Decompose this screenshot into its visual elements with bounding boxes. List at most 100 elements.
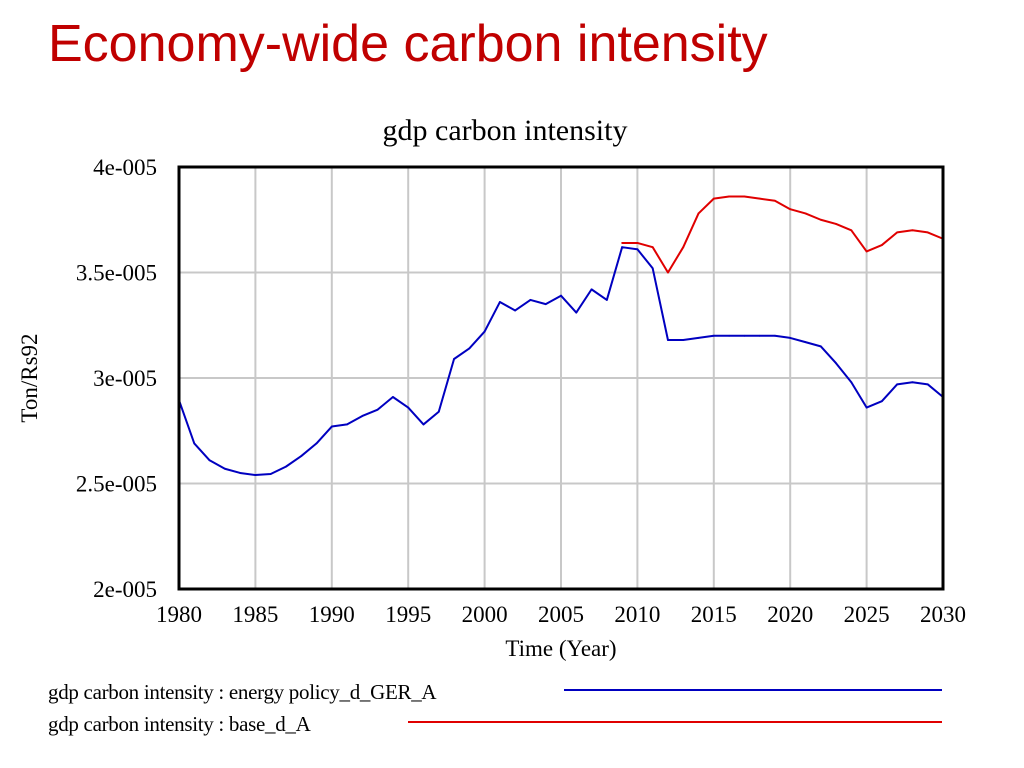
data-point (208, 459, 211, 462)
x-tick-label: 2000 (462, 602, 508, 627)
data-point (926, 231, 929, 234)
legend-label: gdp carbon intensity : base_d_A (48, 711, 311, 736)
x-tick-label: 2025 (844, 602, 890, 627)
series-1 (178, 246, 944, 477)
data-point (636, 242, 639, 244)
data-point (728, 334, 730, 337)
data-point (468, 347, 471, 350)
x-tick-label: 1990 (309, 602, 355, 627)
data-point (621, 242, 624, 244)
y-axis-label: Ton/Rs92 (17, 333, 42, 422)
legend-swatch (564, 689, 942, 691)
data-point (743, 334, 746, 337)
data-point (865, 250, 868, 253)
x-tick-label: 2010 (614, 602, 660, 627)
data-point (223, 467, 226, 470)
data-point (880, 400, 883, 403)
x-tick-label: 1980 (156, 602, 202, 627)
data-point (590, 288, 593, 291)
legend-swatch (408, 721, 942, 723)
data-point (804, 341, 807, 344)
data-point (361, 415, 364, 417)
data-point (285, 465, 287, 468)
data-point (575, 311, 578, 314)
data-point (911, 229, 914, 232)
data-point (835, 362, 837, 365)
data-point (728, 195, 730, 198)
data-point (560, 294, 562, 297)
data-point (880, 244, 883, 246)
data-point (911, 381, 914, 384)
data-point (498, 301, 501, 303)
data-point (392, 396, 394, 398)
data-point (712, 197, 715, 200)
data-point (544, 303, 547, 306)
x-tick-label: 1985 (232, 602, 278, 627)
legend-item: gdp carbon intensity : energy policy_d_G… (48, 679, 437, 705)
x-tick-label: 2005 (538, 602, 584, 627)
data-point (819, 345, 822, 348)
data-point (315, 442, 318, 445)
data-point (437, 410, 440, 413)
data-point (804, 212, 807, 215)
plot-frame (177, 165, 945, 591)
data-point (483, 330, 486, 333)
data-point (896, 383, 899, 386)
axis-ticks: 1980 1985 1990 1995 2000 2005 2010 2015 2020 2025… (76, 155, 966, 627)
grid (179, 167, 943, 589)
x-tick-label: 2020 (767, 602, 813, 627)
data-point (330, 425, 333, 428)
data-point (758, 197, 761, 200)
data-point (651, 267, 654, 270)
legend-item: gdp carbon intensity : base_d_A (48, 711, 311, 737)
data-point (697, 212, 700, 215)
data-point (926, 383, 929, 386)
data-point (254, 474, 257, 476)
x-tick-label: 1995 (385, 602, 431, 627)
data-point (743, 195, 746, 198)
data-point (422, 423, 425, 426)
data-point (636, 248, 639, 251)
x-tick-label: 2030 (920, 602, 966, 627)
data-point (774, 199, 776, 202)
series-2 (621, 195, 944, 274)
data-point (453, 358, 455, 360)
data-point (789, 208, 792, 211)
data-point (621, 246, 624, 249)
data-point (605, 299, 608, 301)
series-line (622, 195, 944, 274)
legend-label: gdp carbon intensity : energy policy_d_G… (48, 679, 437, 704)
data-point (682, 246, 685, 249)
data-point (193, 442, 196, 445)
data-point (850, 381, 853, 384)
x-tick-label: 2015 (691, 602, 737, 627)
data-point (835, 223, 837, 225)
data-point (774, 334, 776, 337)
x-axis-label: Time (Year) (505, 636, 616, 661)
y-tick-label: 2.5e-005 (76, 472, 157, 497)
data-point (712, 334, 715, 337)
data-point (789, 337, 792, 339)
data-point (865, 406, 868, 409)
data-point (300, 455, 303, 457)
data-point (514, 309, 517, 312)
data-point (682, 339, 685, 341)
y-tick-label: 4e-005 (93, 155, 157, 180)
data-point (239, 472, 242, 474)
data-point (651, 246, 654, 249)
data-point (850, 229, 853, 232)
data-point (376, 408, 379, 411)
data-point (529, 299, 532, 301)
slide-title: Economy-wide carbon intensity (48, 15, 768, 73)
data-point (819, 218, 822, 221)
y-tick-label: 2e-005 (93, 577, 157, 602)
chart-title: gdp carbon intensity (383, 114, 628, 147)
data-point (407, 406, 410, 409)
y-tick-label: 3e-005 (93, 366, 157, 391)
y-tick-label: 3.5e-005 (76, 261, 157, 286)
data-point (346, 423, 348, 426)
data-point (697, 337, 700, 339)
data-point (667, 339, 669, 341)
data-point (896, 231, 899, 234)
